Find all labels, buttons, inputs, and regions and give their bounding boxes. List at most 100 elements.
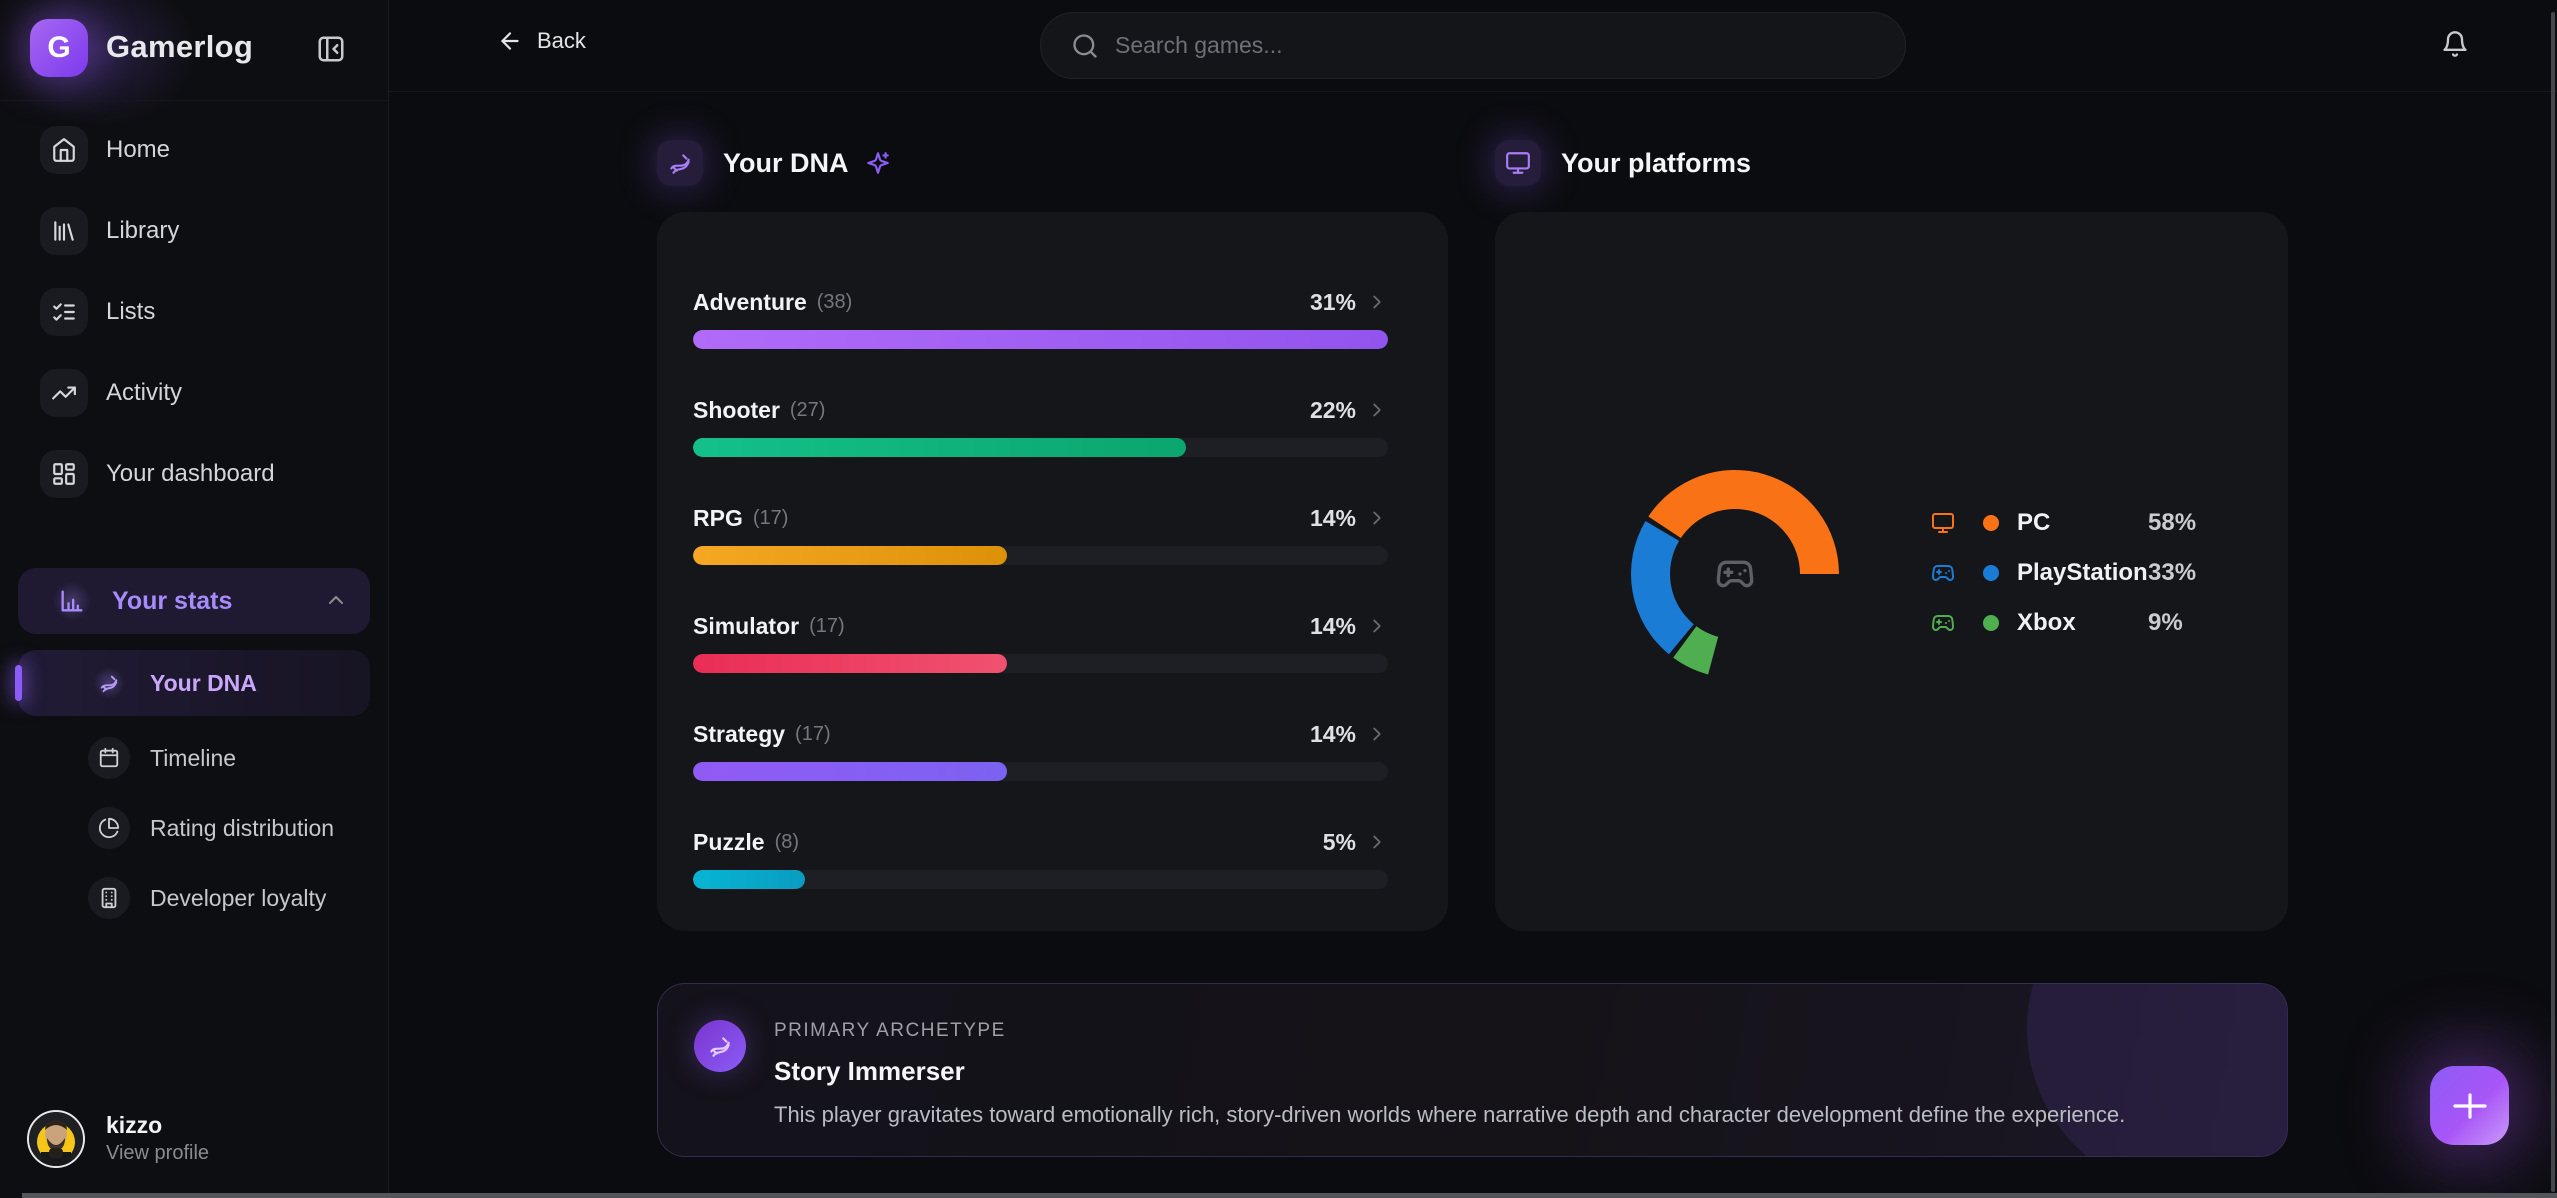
sidebar-subitem-your-dna[interactable]: Your DNA — [15, 650, 370, 716]
search-input[interactable] — [1115, 32, 1835, 59]
genre-name: Shooter — [693, 396, 780, 423]
sidebar-item-label: Library — [106, 217, 180, 244]
sidebar-item-library[interactable]: Library — [18, 199, 370, 263]
bell-icon — [2441, 30, 2469, 58]
dna-card: Adventure (38) 31% Shooter (27) 22% RPG (17) 14%… — [657, 212, 1448, 931]
sidebar-subitem-timeline[interactable]: Timeline — [18, 730, 370, 786]
chevron-right-icon — [1366, 723, 1388, 745]
sidebar-item-activity[interactable]: Activity — [18, 361, 370, 425]
genre-bar-fill — [693, 870, 806, 889]
genre-count: (38) — [816, 290, 853, 313]
sidebar-subitem-label: Developer loyalty — [150, 884, 327, 911]
app-logo: G — [30, 19, 88, 77]
legend-label: Xbox — [2017, 609, 2076, 636]
genre-count: (17) — [795, 722, 831, 745]
genre-count: (27) — [789, 398, 826, 421]
genre-row-adventure[interactable]: Adventure (38) 31% — [693, 286, 1388, 376]
sidebar-item-label: Home — [106, 136, 171, 163]
logo-letter: G — [47, 31, 71, 64]
sidebar-item-home[interactable]: Home — [18, 118, 370, 182]
home-icon — [40, 126, 88, 174]
gamepad-icon — [1931, 611, 1955, 635]
legend-row-pc[interactable]: PC 58% — [1931, 498, 2231, 548]
legend-row-playstation[interactable]: PlayStation 33% — [1931, 548, 2231, 598]
sidebar-menu: Home Library Lists Activity Your dashboard — [18, 118, 370, 523]
genre-row-rpg[interactable]: RPG (17) 14% — [693, 502, 1388, 592]
gamepad-icon — [1931, 561, 1955, 585]
profile-username: kizzo — [106, 1112, 163, 1138]
genre-percent: 14% — [1309, 504, 1356, 531]
donut-segment-playstation[interactable] — [1630, 521, 1694, 655]
legend-row-xbox[interactable]: Xbox 9% — [1931, 598, 2231, 648]
genre-bar-track — [693, 438, 1388, 457]
archetype-kicker: PRIMARY ARCHETYPE — [774, 1020, 1006, 1041]
search-bar[interactable] — [1040, 12, 1906, 79]
monitor-icon — [1495, 140, 1541, 186]
vertical-scrollbar[interactable] — [2551, 12, 2555, 1192]
platforms-card: PC 58% PlayStation 33% Xbox 9% — [1495, 212, 2288, 931]
sidebar-subitem-rating-distribution[interactable]: Rating distribution — [18, 800, 370, 856]
profile-view-link[interactable]: View profile — [106, 1142, 210, 1164]
dna-icon — [657, 140, 703, 186]
sidebar-item-label: Your dashboard — [106, 460, 275, 487]
dashboard-icon — [40, 450, 88, 498]
sidebar-subitem-label: Your DNA — [150, 669, 257, 696]
genre-bar-track — [693, 330, 1388, 349]
genre-bar-fill — [693, 438, 1187, 457]
legend-percent: 9% — [2148, 609, 2183, 636]
genre-bar-fill — [693, 546, 1007, 565]
donut-segment-pc[interactable] — [1648, 470, 1839, 574]
genre-row-puzzle[interactable]: Puzzle (8) 5% — [693, 826, 1388, 916]
genre-percent: 22% — [1309, 396, 1356, 423]
sparkles-icon — [865, 150, 891, 176]
genre-name: RPG — [693, 504, 743, 531]
activity-icon — [40, 369, 88, 417]
notifications-button[interactable] — [2441, 30, 2469, 58]
genre-percent: 5% — [1322, 828, 1356, 855]
app-title: Gamerlog — [106, 29, 254, 64]
archetype-decoration — [2027, 984, 2287, 1156]
sidebar-item-your-dashboard[interactable]: Your dashboard — [18, 442, 370, 506]
genre-percent: 14% — [1309, 720, 1356, 747]
dna-section-title: Your DNA — [723, 147, 849, 178]
sidebar: G Gamerlog Home Library Lists Activity Your … — [0, 0, 389, 1198]
chevron-up-icon — [324, 588, 348, 612]
active-indicator — [15, 665, 22, 701]
library-icon — [40, 207, 88, 255]
genre-bar-fill — [693, 330, 1388, 349]
archetype-card: PRIMARY ARCHETYPE Story Immerser This pl… — [657, 983, 2288, 1157]
platforms-section-title: Your platforms — [1561, 147, 1752, 178]
donut-segment-xbox[interactable] — [1673, 626, 1719, 675]
sidebar-item-lists[interactable]: Lists — [18, 280, 370, 344]
sidebar-collapse-button[interactable] — [316, 33, 348, 65]
profile-button[interactable]: kizzo View profile — [0, 1110, 388, 1180]
genre-row-strategy[interactable]: Strategy (17) 14% — [693, 718, 1388, 808]
genre-name: Adventure — [693, 288, 807, 315]
sidebar-subitem-developer-loyalty[interactable]: Developer loyalty — [18, 870, 370, 926]
genre-bar-track — [693, 870, 1388, 889]
genre-row-shooter[interactable]: Shooter (27) 22% — [693, 394, 1388, 484]
sidebar-stats-subitems: Your DNA Timeline Rating distribution Devel… — [15, 650, 370, 926]
genre-row-simulator[interactable]: Simulator (17) 14% — [693, 610, 1388, 700]
panel-collapse-icon — [316, 34, 348, 64]
building-icon — [88, 877, 130, 919]
sidebar-header: G Gamerlog — [0, 0, 388, 101]
arrow-left-icon — [497, 28, 523, 54]
legend-label: PC — [2017, 509, 2051, 536]
add-game-button[interactable] — [2430, 1066, 2509, 1145]
platforms-legend: PC 58% PlayStation 33% Xbox 9% — [1931, 498, 2231, 648]
genre-bar-track — [693, 546, 1388, 565]
legend-color-dot — [1983, 515, 1999, 531]
plus-icon — [2451, 1087, 2489, 1125]
lists-icon — [40, 288, 88, 336]
sidebar-item-your-stats[interactable]: Your stats — [18, 568, 370, 634]
gamepad-icon — [1715, 554, 1755, 594]
search-icon — [1071, 32, 1099, 60]
archetype-description: This player gravitates toward emotionall… — [774, 1102, 2126, 1127]
sidebar-item-label: Activity — [106, 379, 183, 406]
back-button[interactable]: Back — [497, 28, 586, 54]
horizontal-scrollbar[interactable] — [22, 1193, 2557, 1198]
chevron-right-icon — [1366, 615, 1388, 637]
sidebar-subitem-label: Timeline — [150, 744, 237, 771]
